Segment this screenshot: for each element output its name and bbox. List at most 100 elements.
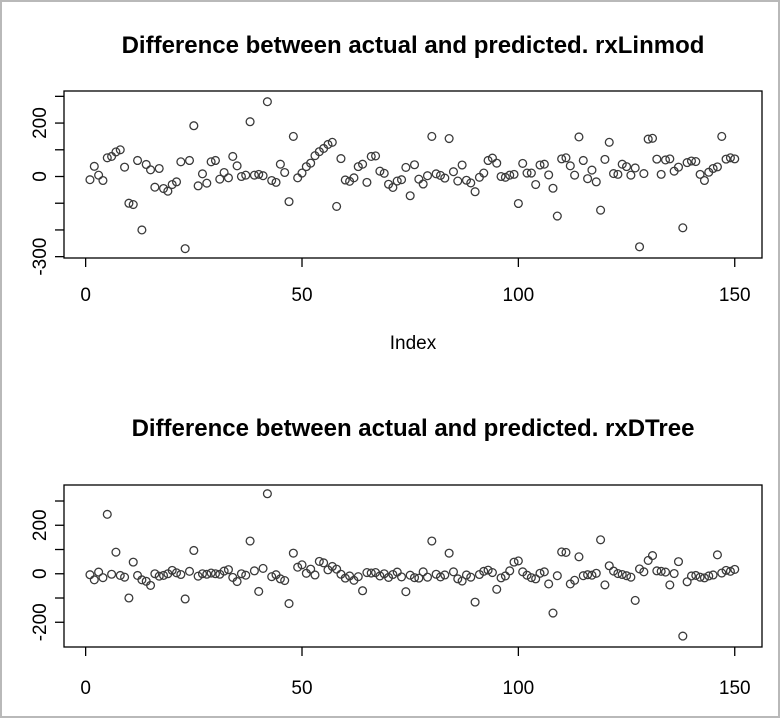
data-point <box>583 174 593 184</box>
data-point <box>708 570 718 580</box>
data-point <box>448 567 459 577</box>
data-point <box>120 572 130 582</box>
points-layer <box>85 489 740 641</box>
data-point <box>366 568 376 578</box>
data-point <box>124 198 134 208</box>
data-point <box>652 154 662 164</box>
data-point <box>505 170 515 180</box>
x-tick-label: 0 <box>80 285 91 306</box>
data-point <box>673 162 684 172</box>
data-point <box>522 570 532 580</box>
data-point <box>98 573 108 583</box>
data-point <box>102 153 112 163</box>
data-point <box>219 566 229 576</box>
data-point <box>596 205 606 215</box>
data-point <box>414 573 424 583</box>
data-point <box>509 169 519 179</box>
x-tick-label: 50 <box>291 678 312 699</box>
data-point <box>193 571 203 581</box>
data-point <box>660 155 671 165</box>
data-point <box>721 565 731 575</box>
data-point <box>600 154 610 164</box>
data-point <box>596 535 606 545</box>
data-point <box>202 178 212 188</box>
data-point <box>353 162 363 172</box>
data-point <box>392 176 402 186</box>
data-point <box>332 201 342 211</box>
data-point <box>409 573 420 583</box>
data-point <box>513 198 523 209</box>
data-point <box>280 167 290 178</box>
data-point <box>258 563 268 573</box>
data-point <box>535 568 545 578</box>
data-point <box>725 153 735 163</box>
data-point <box>284 599 294 609</box>
data-point <box>526 168 536 178</box>
data-point <box>254 586 264 597</box>
points-layer <box>85 97 740 254</box>
data-point <box>232 576 242 587</box>
data-point <box>600 580 610 590</box>
data-point <box>513 556 523 566</box>
data-point <box>314 556 324 566</box>
data-point <box>271 177 281 187</box>
data-point <box>293 562 303 572</box>
data-point <box>431 169 441 179</box>
data-point <box>574 552 584 562</box>
data-point <box>236 569 246 579</box>
data-point <box>695 572 705 582</box>
data-point <box>630 163 640 173</box>
data-point <box>228 151 238 162</box>
data-point <box>686 571 697 581</box>
data-point <box>496 573 506 583</box>
data-point <box>699 573 709 583</box>
data-point <box>128 200 138 210</box>
data-point <box>396 175 407 185</box>
data-point <box>245 117 255 127</box>
data-point <box>466 178 476 188</box>
data-point <box>297 168 307 178</box>
data-point <box>85 175 95 185</box>
data-point <box>656 566 666 576</box>
data-point <box>544 579 554 589</box>
data-point <box>678 223 688 233</box>
data-point <box>206 568 216 578</box>
data-point <box>427 536 437 546</box>
data-point <box>487 567 497 578</box>
data-point <box>85 570 95 580</box>
y-tick-label: 0 <box>30 171 51 182</box>
data-point <box>435 572 446 582</box>
data-point <box>388 182 398 193</box>
data-point <box>583 570 593 580</box>
data-point <box>241 170 251 180</box>
data-point <box>418 179 428 189</box>
data-point <box>98 175 108 186</box>
data-point <box>492 584 502 594</box>
data-point <box>401 162 411 172</box>
data-point <box>479 168 489 178</box>
data-point <box>280 576 290 586</box>
data-point <box>483 565 493 575</box>
chart-title-rxlinmod: Difference between actual and predicted.… <box>121 32 705 59</box>
data-point <box>158 570 169 581</box>
data-point <box>197 169 208 179</box>
data-point <box>682 577 692 587</box>
data-point <box>107 569 117 579</box>
data-point <box>570 575 580 585</box>
data-point <box>544 170 554 180</box>
data-point <box>691 570 701 581</box>
data-point <box>591 177 601 187</box>
data-point <box>656 169 666 179</box>
data-point <box>197 569 208 579</box>
x-tick-label: 150 <box>719 285 751 306</box>
data-point <box>336 154 346 164</box>
data-point <box>609 169 619 179</box>
data-point <box>267 572 277 582</box>
data-point <box>180 594 190 604</box>
data-point <box>111 147 121 157</box>
data-point <box>375 571 385 581</box>
data-point <box>634 242 645 252</box>
data-point <box>453 574 463 584</box>
data-point <box>470 187 480 197</box>
